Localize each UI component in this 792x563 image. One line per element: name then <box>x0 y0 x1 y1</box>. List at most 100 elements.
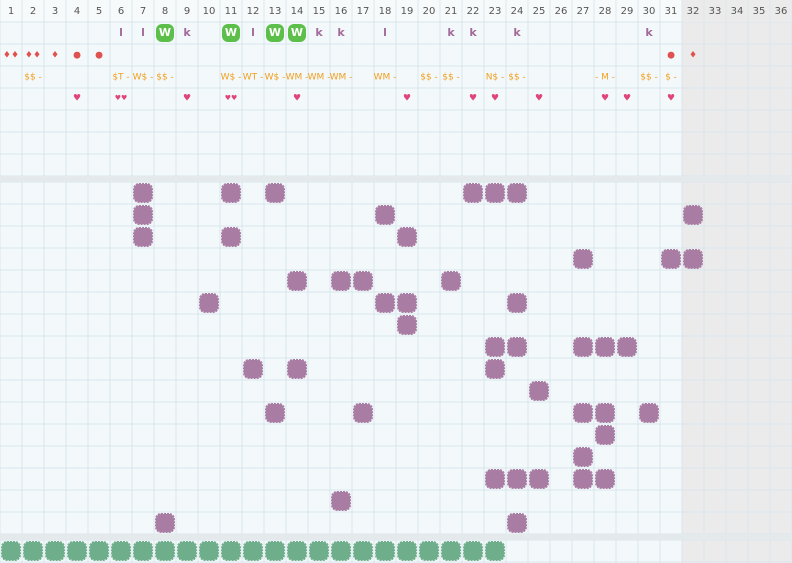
green-blob <box>243 541 263 561</box>
column-number: 20 <box>423 6 436 17</box>
blob <box>133 205 153 225</box>
column-number: 31 <box>665 6 678 17</box>
column-number: 35 <box>753 6 766 17</box>
blob <box>441 271 461 291</box>
green-blob <box>419 541 439 561</box>
blob <box>331 271 351 291</box>
column-number: 7 <box>140 6 146 17</box>
green-blob <box>155 541 175 561</box>
blob <box>485 469 505 489</box>
green-blob <box>331 541 351 561</box>
heart: ♥♥ <box>225 94 238 102</box>
blob <box>617 337 637 357</box>
letter: k <box>315 26 323 39</box>
blob <box>661 249 681 269</box>
letter: l <box>141 26 145 39</box>
column-number: 11 <box>225 6 238 17</box>
letter: W <box>225 26 237 39</box>
tag: $ - <box>665 73 677 83</box>
blob <box>507 513 527 533</box>
blob <box>529 381 549 401</box>
blob <box>573 447 593 467</box>
letter: l <box>119 26 123 39</box>
heart: ♥ <box>491 94 499 104</box>
blob <box>199 293 219 313</box>
column-number: 24 <box>511 6 524 17</box>
blob <box>485 359 505 379</box>
tag: $$ - <box>420 73 438 83</box>
letter: W <box>291 26 303 39</box>
tag: - M - <box>595 73 615 83</box>
tag: $$ - <box>24 73 42 83</box>
tag: WM - <box>374 73 397 83</box>
divider <box>0 534 792 540</box>
column-number: 33 <box>709 6 722 17</box>
letter: l <box>251 26 255 39</box>
column-number: 36 <box>775 6 788 17</box>
heart: ♥ <box>293 94 301 104</box>
tag: WM - <box>308 73 331 83</box>
blob <box>683 205 703 225</box>
drop: ● <box>667 51 675 61</box>
heart: ♥ <box>469 94 477 104</box>
column-number: 30 <box>643 6 656 17</box>
blob <box>353 403 373 423</box>
column-number: 8 <box>162 6 168 17</box>
blob <box>375 205 395 225</box>
blob <box>639 403 659 423</box>
green-blob <box>441 541 461 561</box>
green-blob <box>353 541 373 561</box>
letter: k <box>469 26 477 39</box>
blob <box>265 183 285 203</box>
column-number: 25 <box>533 6 546 17</box>
drop: ♦ <box>689 51 697 61</box>
green-blob <box>89 541 109 561</box>
blob <box>397 315 417 335</box>
blob <box>507 337 527 357</box>
tag: $$ - <box>156 73 174 83</box>
shaded-cols <box>682 540 792 563</box>
column-number: 14 <box>291 6 304 17</box>
blob <box>287 271 307 291</box>
column-number: 10 <box>203 6 216 17</box>
column-number: 34 <box>731 6 744 17</box>
blob <box>507 183 527 203</box>
letter: W <box>269 26 281 39</box>
badge <box>266 24 284 42</box>
blob <box>353 271 373 291</box>
drop: ♦♦ <box>25 51 41 61</box>
blob <box>221 227 241 247</box>
blob <box>463 183 483 203</box>
heart: ♥ <box>623 94 631 104</box>
letter: k <box>645 26 653 39</box>
tag: $$ - <box>640 73 658 83</box>
blob <box>573 469 593 489</box>
drop: ● <box>95 51 103 61</box>
heart: ♥♥ <box>115 94 128 102</box>
blob <box>287 359 307 379</box>
divider <box>0 176 792 182</box>
column-number: 16 <box>335 6 348 17</box>
tag: WT - <box>243 73 264 83</box>
blob <box>485 337 505 357</box>
badge <box>222 24 240 42</box>
drop: ♦ <box>51 51 59 61</box>
blob <box>595 425 615 445</box>
tag: W$ - <box>133 73 154 83</box>
column-number: 2 <box>30 6 36 17</box>
letter: k <box>447 26 455 39</box>
blob <box>595 337 615 357</box>
shaded-cols <box>682 0 792 22</box>
column-number: 19 <box>401 6 414 17</box>
green-blob <box>287 541 307 561</box>
letter: k <box>513 26 521 39</box>
column-number: 32 <box>687 6 700 17</box>
green-blob <box>221 541 241 561</box>
green-blob <box>485 541 505 561</box>
tag: W$ - <box>221 73 242 83</box>
blob <box>595 403 615 423</box>
column-number: 5 <box>96 6 102 17</box>
tag: $$ - <box>442 73 460 83</box>
letter: k <box>183 26 191 39</box>
column-number: 22 <box>467 6 480 17</box>
